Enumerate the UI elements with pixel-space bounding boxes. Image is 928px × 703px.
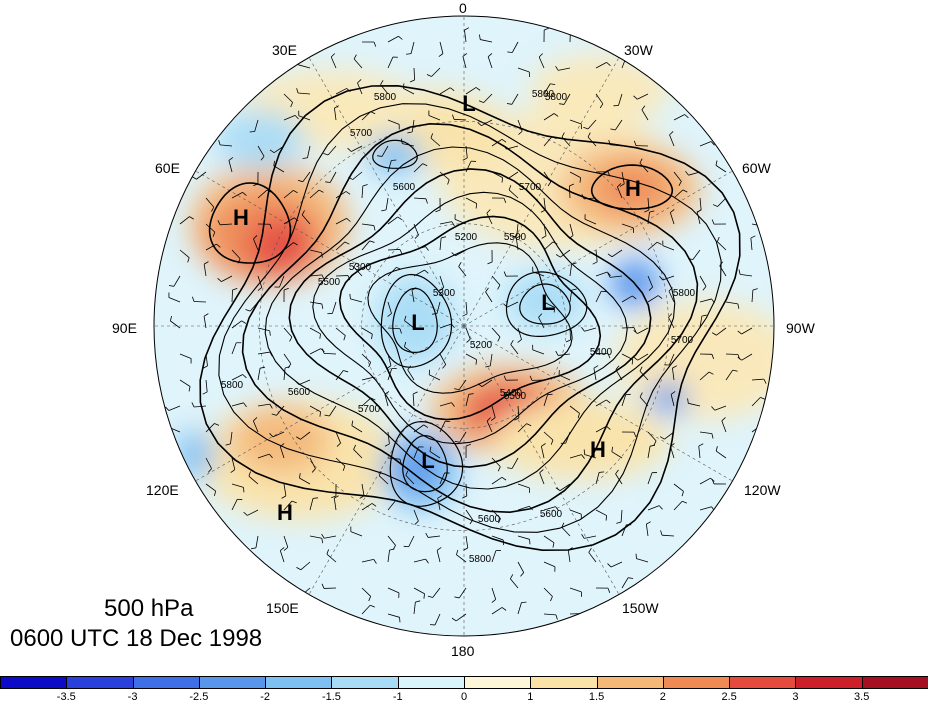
colorbar-tick: -1 [393,691,403,703]
low-center-label: L [421,448,434,473]
contour-label: 5700 [519,182,542,193]
wind-barb-flag [606,516,607,521]
contour-label: 5500 [504,232,527,243]
lon-label-60w: 60W [742,160,771,176]
lon-label-150w: 150W [622,600,659,616]
contour-label: 5800 [532,89,555,100]
colorbar-tick: 1 [527,691,533,703]
wind-barb-flag [570,28,575,30]
lon-label-0: 0 [459,0,467,16]
colorbar-tick: -3.5 [57,691,76,703]
colorbar-tick: 3.5 [854,691,869,703]
contour-label: 5800 [673,288,696,299]
level-title: 500 hPa [104,595,193,623]
anomaly-shading [648,382,688,414]
colorbar: -3.5 -3 -2.5 -2 -1.5 -1 0 1 1.5 2 2.5 3 3.5 [0,676,928,702]
contour-label: 5200 [455,232,478,243]
colorbar-cell [862,676,928,689]
contour-label: 5600 [393,182,416,193]
colorbar-tick: 3 [792,691,798,703]
contour-label: 5400 [590,347,613,358]
lon-label-150e: 150E [266,600,299,616]
high-center-label: H [625,176,641,201]
colorbar-tick: 1.5 [589,691,604,703]
colorbar-cell [530,676,597,689]
colorbar-cell [597,676,664,689]
lon-label-30e: 30E [272,42,297,58]
anomaly-shading [175,430,215,480]
colorbar-cell [464,676,531,689]
anomaly-shading [367,135,423,175]
lon-label-90w: 90W [786,320,815,336]
wind-barb-flag [762,425,766,428]
contour-label: 5800 [374,92,397,103]
colorbar-cell [663,676,730,689]
lon-label-90e: 90E [112,320,137,336]
time-title: 0600 UTC 18 Dec 1998 [10,625,262,653]
colorbar-tick: 0 [461,691,467,703]
low-center-label: L [411,310,424,335]
contour-label: 5500 [504,391,527,402]
contour-label: 5600 [478,514,501,525]
wind-barb-flag [599,472,604,473]
wind-barb [570,328,571,340]
contour-label: 5600 [540,509,563,520]
colorbar-cell [729,676,796,689]
lon-label-30w: 30W [624,42,653,58]
contour-label: 5700 [350,128,373,139]
lon-label-120w: 120W [744,482,781,498]
low-center-label: L [462,91,475,116]
wind-barb-flag [764,226,765,231]
colorbar-tick: 2 [660,691,666,703]
colorbar-cell [133,676,200,689]
colorbar-cell [795,676,862,689]
anomaly-shading [246,216,318,276]
contour-label: 5800 [221,380,244,391]
contour-label: 5700 [671,335,694,346]
high-center-label: H [277,500,293,525]
colorbar-cell [0,676,67,689]
anomaly-shading [215,110,305,170]
wind-barb-flag [582,613,584,618]
wind-barb [232,290,233,302]
contour-label: 5500 [318,277,341,288]
contour-label: 5300 [349,262,372,273]
colorbar-tick: 2.5 [721,691,736,703]
polar-map: 5800 5800 5700 5600 5700 5500 5800 5200 5300 5500… [0,0,928,676]
lon-label-180: 180 [451,643,474,659]
colorbar-cell [66,676,133,689]
wind-barb-flag [350,294,351,299]
wind-barb-flag [296,593,300,595]
colorbar-tick: -1.5 [322,691,341,703]
wind-barb-flag [632,359,633,364]
contour-label: 5600 [288,387,311,398]
wind-barb-flag [476,204,477,209]
contour-label: 5800 [469,554,492,565]
anomaly-shading [490,400,670,480]
anomaly-shading [230,405,330,475]
wind-barb [194,301,206,302]
colorbar-cell [265,676,332,689]
wind-barb [388,249,400,250]
high-center-label: H [233,205,249,230]
colorbar-tick: -2 [260,691,270,703]
low-center-label: L [541,290,554,315]
contour-label: 5300 [433,288,456,299]
colorbar-tick: -3 [128,691,138,703]
wind-barb-flag [432,314,437,315]
high-center-label: H [590,437,606,462]
anomaly-shading [615,300,795,420]
lon-label-120e: 120E [146,482,179,498]
colorbar-cell [331,676,398,689]
lon-label-60e: 60E [155,160,180,176]
contour-label: 5700 [358,404,381,415]
contour-label: 5200 [470,340,493,351]
colorbar-tick: -2.5 [189,691,208,703]
colorbar-cell [398,676,465,689]
colorbar-cell [199,676,266,689]
